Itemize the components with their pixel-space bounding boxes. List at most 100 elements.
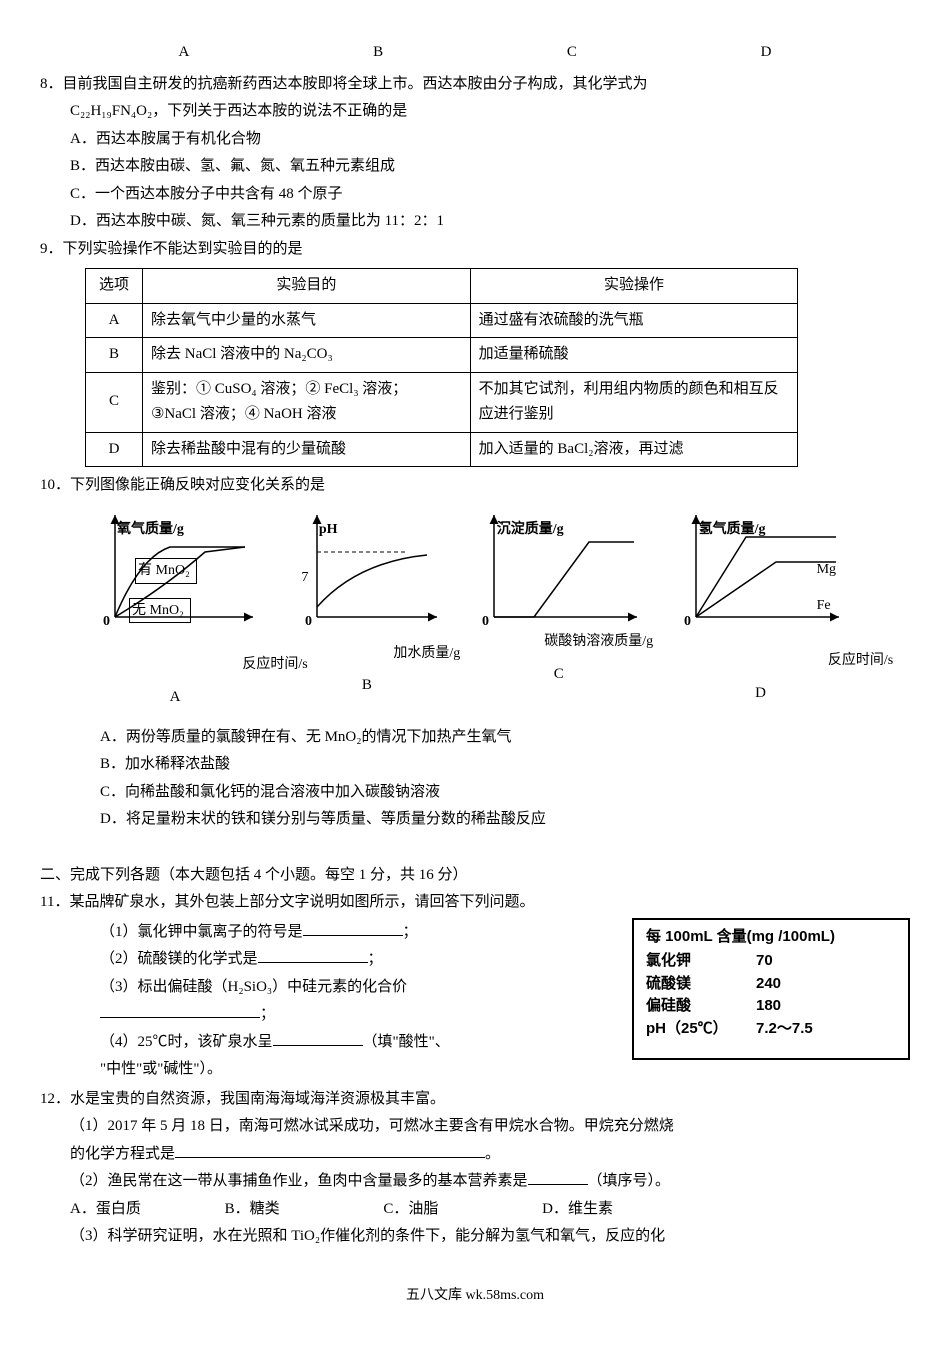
q9-r1c1: A (86, 303, 143, 338)
period: 。 (485, 1146, 500, 1162)
q11-item1: （1）氯化钾中氯离子的符号是； (100, 920, 612, 946)
q11-item4-text: （4）25℃时，该矿泉水呈 (100, 1034, 273, 1050)
abcd-a: A (179, 40, 190, 66)
blank (258, 962, 368, 963)
q9-r3c1: C (86, 372, 143, 432)
q9-h3: 实验操作 (470, 269, 798, 304)
svg-text:0: 0 (103, 614, 110, 629)
chart-d-l1: Mg (817, 558, 950, 582)
blank (100, 1017, 260, 1018)
box-v: 180 (756, 997, 781, 1014)
q9: 9．下列实验操作不能达到实验目的的是 (40, 237, 910, 263)
section2-title: 二、完成下列各题（本大题包括 4 个小题。每空 1 分，共 16 分） (40, 863, 910, 889)
q8-opt-a: A．西达本胺属于有机化合物 (40, 127, 910, 153)
box-v: 7.2～7.5 (756, 1020, 813, 1037)
q10-opt-d: D．将足量粉末状的铁和镁分别与等质量、等质量分数的稀盐酸反应 (40, 807, 910, 833)
box-row: 硫酸镁240 (646, 973, 896, 996)
box-v: 240 (756, 975, 781, 992)
chart-d-l2: Fe (817, 594, 950, 618)
q12: 12．水是宝贵的自然资源，我国南海海域海洋资源极其丰富。 (40, 1087, 910, 1113)
box-k: 硫酸镁 (646, 973, 756, 996)
box-k: 氯化钾 (646, 950, 756, 973)
q9-r1c3: 通过盛有浓硫酸的洗气瓶 (470, 303, 798, 338)
chart-d-letter: D (671, 681, 851, 707)
q11-item3: （3）标出偏硅酸（H₂SiO₃）中硅元素的化合价 (100, 975, 612, 1001)
q10-opt-c: C．向稀盐酸和氯化钙的混合溶液中加入碳酸钠溶液 (40, 780, 910, 806)
chart-a-ylab: 氧气质量/g (117, 518, 297, 542)
box-k: pH（25℃） (646, 1018, 756, 1041)
q11-item3-text: （3）标出偏硅酸（H₂SiO₃）中硅元素的化合价 (100, 979, 407, 995)
q9-r4c2: 除去稀盐酸中混有的少量硫酸 (142, 432, 470, 467)
chart-c-ylab: 沉淀质量/g (497, 518, 677, 542)
q10: 10．下列图像能正确反映对应变化关系的是 (40, 473, 910, 499)
q12-opt-b: B．糖类 (225, 1197, 280, 1223)
abcd-b: B (373, 40, 383, 66)
table-row: B 除去 NaCl 溶液中的 Na₂CO₃ 加适量稀硫酸 (86, 338, 798, 373)
svg-text:0: 0 (482, 614, 489, 629)
q11-item4: （4）25℃时，该矿泉水呈 （填"酸性"、 (100, 1030, 612, 1056)
chart-c-letter: C (469, 662, 649, 688)
q11-num: 11． (40, 894, 69, 910)
box-row: 氯化钾70 (646, 950, 896, 973)
q12-opt-a: A．蛋白质 (70, 1197, 141, 1223)
q12-p1b: 的化学方程式是 。 (40, 1142, 910, 1168)
q11-item1-text: （1）氯化钾中氯离子的符号是 (100, 924, 303, 940)
q8-stem2: C₂₂H₁₉FN₄O₂，下列关于西达本胺的说法不正确的是 (40, 99, 910, 125)
q9-stem: 下列实验操作不能达到实验目的的是 (63, 241, 303, 257)
semi: ； (368, 951, 383, 967)
q12-opt-c: C．油脂 (383, 1197, 438, 1223)
q11-item3b: ； (100, 1002, 612, 1028)
svg-text:0: 0 (684, 614, 691, 629)
chart-a-c1: 有 MnO₂ (135, 558, 197, 584)
q11-box-header: 每 100mL 含量(mg /100mL) (646, 926, 896, 949)
blank (303, 935, 403, 936)
blank (175, 1157, 485, 1158)
q9-r1c2: 除去氧气中少量的水蒸气 (142, 303, 470, 338)
box-v: 70 (756, 952, 773, 969)
abcd-c: C (567, 40, 577, 66)
q12-p1b-text: 的化学方程式是 (70, 1146, 175, 1162)
q9-h1: 选项 (86, 269, 143, 304)
q9-table: 选项 实验目的 实验操作 A 除去氧气中少量的水蒸气 通过盛有浓硫酸的洗气瓶 B… (85, 268, 798, 467)
q11-stem: 某品牌矿泉水，其外包装上部分文字说明如图所示，请回答下列问题。 (69, 894, 534, 910)
q8-num: 8． (40, 76, 63, 92)
abcd-row: A B C D (40, 40, 910, 66)
q12-opt-d: D．维生素 (542, 1197, 613, 1223)
q12-p2-opts: A．蛋白质 B．糖类 C．油脂 D．维生素 (40, 1197, 910, 1223)
q8: 8．目前我国自主研发的抗癌新药西达本胺即将全球上市。西达本胺由分子构成，其化学式… (40, 72, 910, 98)
box-row: pH（25℃）7.2～7.5 (646, 1018, 896, 1041)
q9-r2c3: 加适量稀硫酸 (470, 338, 798, 373)
abcd-d: D (761, 40, 772, 66)
semi: ； (260, 1006, 275, 1022)
q12-num: 12． (40, 1091, 70, 1107)
chart-a-letter: A (85, 685, 265, 711)
q9-r3c3: 不加其它试剂，利用组内物质的颜色和相互反应进行鉴别 (470, 372, 798, 432)
chart-d-xlab: 反应时间/s (771, 649, 950, 673)
table-row: A 除去氧气中少量的水蒸气 通过盛有浓硫酸的洗气瓶 (86, 303, 798, 338)
q9-r2c1: B (86, 338, 143, 373)
chart-b-ylab: pH (319, 518, 479, 542)
box-row: 偏硅酸180 (646, 995, 896, 1018)
q10-stem: 下列图像能正确反映对应变化关系的是 (70, 477, 325, 493)
q9-r3c2: 鉴别：① CuSO₄ 溶液；② FeCl₃ 溶液； ③NaCl 溶液；④ NaO… (142, 372, 470, 432)
box-k: 偏硅酸 (646, 995, 756, 1018)
q8-stem1: 目前我国自主研发的抗癌新药西达本胺即将全球上市。西达本胺由分子构成，其化学式为 (63, 76, 648, 92)
q11-item4-tail: （填"酸性"、 (363, 1034, 450, 1050)
q9-h2: 实验目的 (142, 269, 470, 304)
blank (273, 1045, 363, 1046)
q9-r2c2: 除去 NaCl 溶液中的 Na₂CO₃ (142, 338, 470, 373)
q11: 11．某品牌矿泉水，其外包装上部分文字说明如图所示，请回答下列问题。 (40, 890, 910, 916)
chart-d-ylab: 氢气质量/g (699, 518, 879, 542)
chart-d: 0 氢气质量/g Mg Fe 反应时间/s D (671, 507, 851, 773)
footer: 五八文库 wk.58ms.com (40, 1284, 910, 1308)
q12-p3: （3）科学研究证明，水在光照和 TiO₂作催化剂的条件下，能分解为氢气和氧气，反… (40, 1224, 910, 1250)
svg-text:0: 0 (305, 614, 312, 629)
q12-p2-end: （填序号）。 (588, 1173, 671, 1189)
q12-stem: 水是宝贵的自然资源，我国南海海域海洋资源极其丰富。 (70, 1091, 445, 1107)
q12-p1a: （1）2017 年 5 月 18 日，南海可燃冰试采成功，可燃冰主要含有甲烷水合… (40, 1114, 910, 1140)
q9-r4c3: 加入适量的 BaCl₂溶液，再过滤 (470, 432, 798, 467)
q11-box: 每 100mL 含量(mg /100mL) 氯化钾70 硫酸镁240 偏硅酸18… (632, 918, 910, 1061)
chart-c-xlab: 碳酸钠溶液质量/g (509, 630, 689, 654)
q10-num: 10． (40, 477, 70, 493)
q11-left: （1）氯化钾中氯离子的符号是； （2）硫酸镁的化学式是； （3）标出偏硅酸（H₂… (100, 918, 612, 1085)
